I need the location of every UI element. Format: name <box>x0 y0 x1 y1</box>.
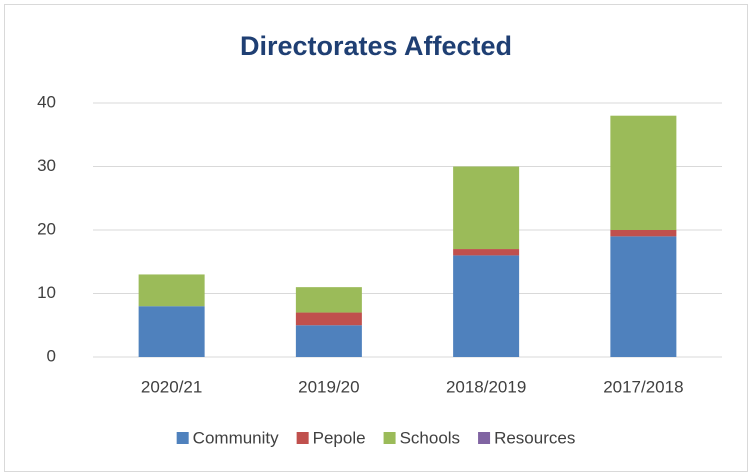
bar-segment <box>295 325 362 357</box>
legend-label: Schools <box>400 428 460 447</box>
legend-swatch <box>478 432 491 444</box>
y-tick-label: 30 <box>37 156 56 175</box>
bar-segment <box>453 166 520 250</box>
bar-segment <box>138 274 205 307</box>
x-tick-label: 2018/2019 <box>446 377 526 396</box>
y-tick-label: 40 <box>37 92 56 111</box>
legend-label: Pepole <box>313 428 366 447</box>
legend-swatch <box>176 432 189 444</box>
y-tick-label: 0 <box>47 346 56 365</box>
x-tick-label: 2017/2018 <box>603 377 683 396</box>
y-tick-label: 10 <box>37 283 56 302</box>
bar-segment <box>138 306 205 357</box>
legend-swatch <box>383 432 396 444</box>
bar-segment <box>610 236 677 357</box>
legend-label: Community <box>193 428 279 447</box>
bar-segment <box>453 255 520 357</box>
bar-segment <box>453 249 520 256</box>
legend-label: Resources <box>494 428 575 447</box>
bar-segment <box>610 230 677 237</box>
x-tick-label: 2020/21 <box>141 377 202 396</box>
bar-segment <box>610 115 677 230</box>
chart-title: Directorates Affected <box>240 31 512 61</box>
y-tick-label: 20 <box>37 219 56 238</box>
bar-segment <box>295 312 362 326</box>
x-tick-label: 2019/20 <box>298 377 359 396</box>
legend-swatch <box>296 432 309 444</box>
bar-segment <box>295 287 362 313</box>
